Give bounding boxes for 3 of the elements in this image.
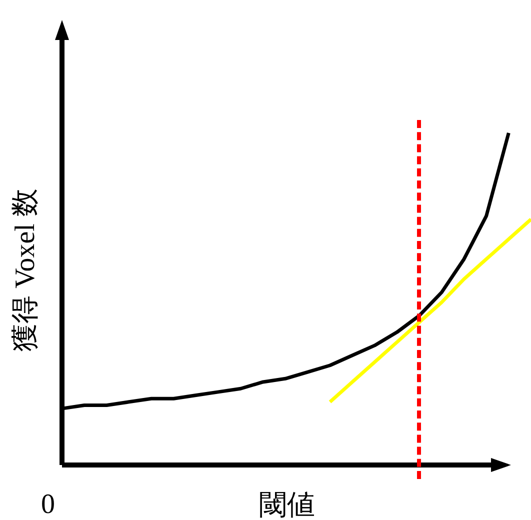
y-axis-title: 獲得 Voxel 数 [9, 188, 42, 352]
x-axis-title: 閾値 [259, 489, 315, 520]
text: 0 [41, 489, 55, 520]
